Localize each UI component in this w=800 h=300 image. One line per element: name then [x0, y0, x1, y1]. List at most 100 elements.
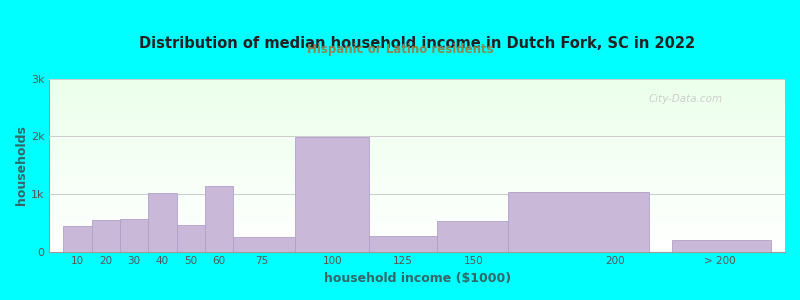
Bar — [50, 146, 785, 148]
Bar — [50, 130, 785, 132]
Bar — [50, 102, 785, 103]
Text: Hispanic or Latino residents: Hispanic or Latino residents — [306, 43, 494, 56]
Bar — [50, 246, 785, 247]
Bar — [50, 83, 785, 84]
Bar — [50, 118, 785, 119]
Bar — [50, 237, 785, 238]
Bar — [50, 167, 785, 168]
Bar — [50, 123, 785, 125]
Bar — [50, 139, 785, 141]
Bar — [148, 193, 177, 252]
Bar — [50, 141, 785, 142]
Bar — [50, 188, 785, 190]
Bar — [50, 236, 785, 237]
Bar — [50, 159, 785, 161]
Bar — [177, 225, 205, 252]
Bar — [205, 186, 233, 252]
Bar — [50, 94, 785, 96]
Bar — [50, 155, 785, 156]
Bar — [50, 223, 785, 224]
Bar — [50, 227, 785, 229]
Bar — [50, 136, 785, 138]
Bar — [50, 190, 785, 191]
Bar — [50, 133, 785, 135]
Bar — [50, 238, 785, 240]
Bar — [50, 135, 785, 136]
Bar — [50, 213, 785, 214]
Bar — [50, 247, 785, 249]
Bar — [50, 165, 785, 166]
Bar — [50, 122, 785, 123]
Bar — [50, 110, 785, 112]
Bar — [50, 164, 785, 165]
Bar — [672, 240, 771, 252]
Bar — [50, 158, 785, 159]
Bar — [50, 143, 785, 145]
Bar — [295, 137, 369, 252]
Bar — [50, 184, 785, 185]
Bar — [50, 198, 785, 200]
Bar — [50, 206, 785, 207]
Bar — [50, 168, 785, 170]
Bar — [50, 149, 785, 151]
Bar — [50, 208, 785, 210]
Bar — [50, 115, 785, 116]
Bar — [50, 243, 785, 244]
Bar — [508, 192, 649, 252]
Bar — [50, 148, 785, 149]
Bar — [50, 194, 785, 195]
Bar — [50, 151, 785, 152]
Bar — [50, 215, 785, 217]
Bar — [369, 236, 437, 252]
Bar — [50, 116, 785, 118]
Bar — [50, 126, 785, 128]
Bar — [50, 109, 785, 110]
Bar — [50, 125, 785, 126]
Bar — [50, 142, 785, 143]
Bar — [50, 244, 785, 246]
Bar — [50, 231, 785, 233]
Bar — [50, 96, 785, 97]
Bar — [50, 177, 785, 178]
Bar — [50, 138, 785, 139]
Bar — [50, 119, 785, 120]
Bar — [437, 221, 508, 252]
Bar — [50, 249, 785, 250]
Bar — [50, 79, 785, 80]
Bar — [50, 100, 785, 102]
Bar — [50, 162, 785, 164]
Bar — [50, 169, 785, 171]
Bar — [50, 145, 785, 146]
Bar — [50, 174, 785, 175]
Y-axis label: households: households — [15, 125, 28, 205]
Bar — [50, 107, 785, 109]
Bar — [50, 214, 785, 215]
Bar — [50, 93, 785, 94]
Bar — [50, 90, 785, 92]
Bar — [50, 152, 785, 154]
Bar — [120, 219, 148, 252]
Bar — [50, 112, 785, 113]
Bar — [50, 218, 785, 220]
Bar — [50, 87, 785, 88]
Bar — [50, 128, 785, 129]
Bar — [50, 154, 785, 155]
Bar — [50, 226, 785, 227]
Bar — [50, 207, 785, 208]
Bar — [50, 88, 785, 90]
Bar — [50, 113, 785, 115]
Bar — [63, 226, 92, 252]
Bar — [50, 240, 785, 242]
Bar — [50, 178, 785, 179]
Bar — [50, 230, 785, 231]
Bar — [50, 229, 785, 230]
Bar — [50, 132, 785, 133]
Title: Distribution of median household income in Dutch Fork, SC in 2022: Distribution of median household income … — [139, 36, 695, 51]
Text: City-Data.com: City-Data.com — [649, 94, 722, 104]
Bar — [50, 224, 785, 226]
Bar — [50, 185, 785, 187]
Bar — [50, 210, 785, 211]
Bar — [50, 92, 785, 93]
Bar — [50, 197, 785, 198]
Bar — [50, 221, 785, 223]
